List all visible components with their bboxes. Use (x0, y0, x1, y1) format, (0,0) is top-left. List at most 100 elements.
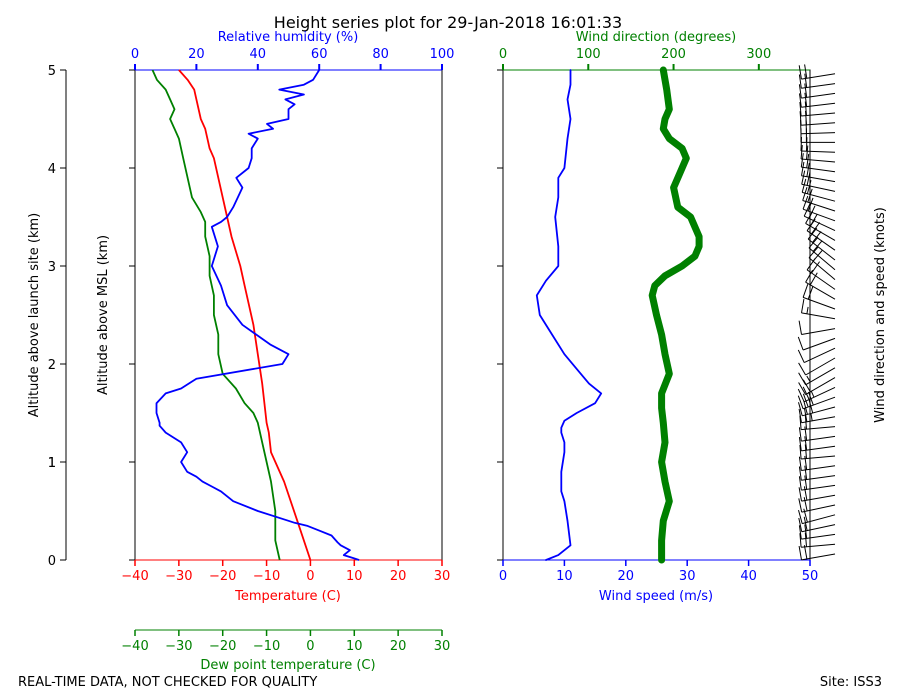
barb-flag (810, 390, 815, 398)
wind-series (535, 66, 703, 564)
barb-shaft (806, 269, 836, 290)
barb-flag (812, 250, 823, 262)
wind-speed-tick-label: 10 (556, 569, 573, 584)
barb-flag (803, 545, 808, 560)
barb-flag (806, 375, 811, 383)
wind-barb (798, 516, 836, 533)
wind-barb (798, 377, 836, 396)
barb-flag (802, 187, 808, 201)
barb-shaft (801, 543, 836, 548)
wind-direction-tick-label: 300 (746, 47, 771, 62)
wind-barb (797, 386, 836, 403)
barb-shaft (806, 230, 836, 251)
wind-direction-tick-label: 0 (499, 47, 507, 62)
barb-shaft (805, 357, 836, 376)
barb-flag (798, 320, 802, 335)
barb-flag (808, 236, 819, 249)
barb-flag (801, 299, 805, 313)
thermo-panel: Altitude above MSL (km) 0 20 40 60 80 100 Rel… (96, 30, 454, 673)
barb-shaft (801, 175, 836, 183)
barb-flag (797, 336, 804, 351)
wind-barb (801, 178, 836, 202)
barb-flag (805, 110, 807, 125)
wind-barb (800, 153, 836, 173)
barb-shaft (801, 166, 836, 173)
barb-flag (806, 153, 810, 168)
barb-flag (798, 408, 802, 423)
wind-barb (798, 465, 836, 481)
barb-flag (799, 444, 802, 460)
temperature-tick-label: 0 (306, 569, 314, 584)
barb-flag (801, 170, 806, 185)
barb-flag (804, 73, 808, 88)
wind-speed-axis-ticks: 0 10 20 30 40 50 (499, 560, 818, 584)
wind-barb (805, 269, 836, 300)
outer-axis-label: Altitude above launch site (km) (27, 213, 42, 417)
barb-flag (799, 415, 802, 430)
wind-speed-axis-label: Wind speed (m/s) (599, 589, 713, 604)
barb-flag (802, 284, 809, 298)
rh-tick-label: 0 (131, 47, 139, 62)
barb-shaft (805, 222, 836, 241)
rh-axis-ticks: 0 20 40 60 80 100 (131, 47, 454, 70)
rh-tick-label: 40 (250, 47, 267, 62)
rh-axis-label: Relative humidity (%) (218, 30, 359, 45)
barb-flag (809, 213, 818, 227)
barb-flag (798, 427, 802, 442)
dewpoint-tick-label: 20 (390, 639, 407, 654)
outer-tick-label: 5 (48, 64, 56, 79)
wind-speed-tick-label: 0 (499, 569, 507, 584)
barb-flag (804, 64, 808, 79)
temperature-tick-label: 10 (346, 569, 363, 584)
temperature-tick-label: −10 (253, 569, 280, 584)
barb-flag (804, 475, 808, 490)
barb-flag (807, 227, 818, 240)
wind-barb (798, 64, 836, 80)
wind-barb (800, 145, 836, 163)
wind-barb (798, 508, 836, 525)
barb-flag (809, 272, 818, 286)
wind-barb (799, 532, 836, 548)
barb-flag (802, 379, 811, 393)
barb-flag (800, 145, 803, 160)
barb-flag (806, 171, 811, 186)
barb-flag (804, 83, 808, 98)
wind-barb (799, 444, 836, 460)
wind-speed-tick-label: 30 (679, 569, 696, 584)
rh-tick-label: 80 (372, 47, 389, 62)
dewpoint-axis-label: Dew point temperature (C) (200, 658, 375, 673)
barb-flag (798, 487, 802, 502)
barb-flag (799, 533, 802, 548)
outer-tick-label: 1 (48, 456, 56, 471)
rh-line (155, 69, 360, 561)
wind-direction-line (648, 66, 703, 564)
wind-direction-axis-label: Wind direction (degrees) (576, 30, 736, 45)
barb-shaft (801, 524, 836, 533)
barb-flag (804, 92, 808, 107)
barb-flag (810, 413, 813, 421)
dewpoint-axis-ticks: −40 −30 −20 −10 0 10 20 30 (121, 630, 450, 654)
wind-speed-tick-label: 20 (618, 569, 635, 584)
temperature-tick-label: −20 (209, 569, 236, 584)
barb-shaft (801, 504, 836, 513)
wind-barbs (797, 64, 836, 561)
wind-barb (802, 187, 836, 212)
barb-shaft (801, 312, 836, 320)
inner-axis-label: Altitude above MSL (km) (96, 235, 111, 395)
barb-flag (805, 269, 814, 283)
barb-flag (797, 388, 805, 403)
barb-flag (798, 546, 802, 560)
wind-barb (798, 399, 836, 417)
barb-flag (802, 393, 809, 408)
footer-site: Site: ISS3 (820, 675, 882, 690)
wind-barb (798, 524, 836, 540)
barb-flag (804, 465, 808, 480)
barb-flag (798, 509, 803, 524)
wind-speed-line (535, 69, 603, 561)
wind-barb (798, 320, 836, 335)
barb-flag (803, 508, 808, 523)
wind-y-ticks (497, 69, 503, 561)
outer-tick-label: 2 (48, 358, 56, 373)
barb-flag (802, 195, 809, 210)
